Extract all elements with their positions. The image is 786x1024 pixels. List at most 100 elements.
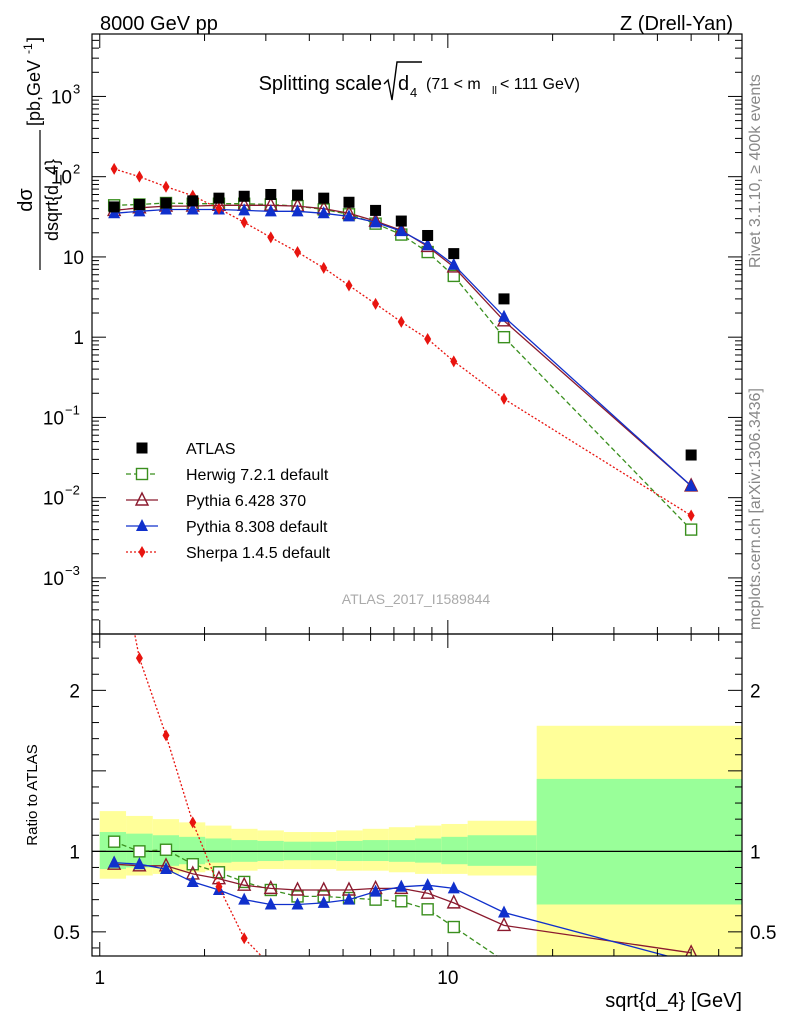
sqrt-sign-icon [383,61,422,101]
ratio-point [290,881,305,896]
data-point [687,509,695,522]
ratio-point [133,857,146,870]
data-point [267,231,275,244]
y-tick-label: 10 [43,408,64,429]
ratio-point [108,855,121,868]
chart-title: Splitting scale d 4 (71 < m ll < 111 GeV… [259,61,580,101]
x-tick-label: 10 [437,968,458,989]
ratio-point [447,881,460,894]
data-point [294,246,302,259]
data-point [447,257,460,270]
ratio-point [186,858,199,871]
ratio-point [160,862,173,875]
header-left: 8000 GeV pp [100,13,218,35]
series-line [114,168,692,517]
data-point [187,195,199,207]
title-range: (71 < m [426,76,481,93]
data-point [497,330,511,344]
data-point [160,197,172,209]
title-range-sub: ll [492,85,497,97]
data-point [292,189,304,201]
title-range-end: < 111 GeV) [500,76,580,93]
ratio-point [240,932,248,945]
ratio-point [446,894,461,909]
ratio-series [107,634,698,956]
y-tick-label: 10 [63,248,84,269]
series-herwig-7-2-1-default [107,196,698,536]
data-point [160,202,173,215]
legend-entry: ATLAS [136,441,236,458]
title-main: Splitting scale [259,73,382,95]
data-point [370,204,382,216]
ratio-point [317,895,330,908]
data-point [238,190,250,202]
legend-marker [134,491,150,506]
data-point [369,215,382,228]
band-inner [467,835,537,866]
data-point [498,293,510,305]
ratio-tick-label-left: 2 [69,681,80,702]
y-label-unit-end: ] [24,37,44,42]
y-tick-exponent: −1 [65,402,80,417]
data-point [685,478,698,491]
data-point [397,315,405,328]
ratio-point [189,816,197,829]
band-inner [536,778,742,905]
legend-label: Pythia 8.308 default [186,519,328,536]
data-point [186,202,199,215]
ratio-point [107,835,121,848]
series-atlas [108,188,697,461]
ratio-point [291,897,304,910]
legend-label: ATLAS [186,441,236,458]
ratio-series-pythia-8-308-default [108,855,670,956]
ratio-y-label: Ratio to ATLAS [24,744,41,845]
data-point [133,199,145,211]
data-point [215,202,223,215]
data-point [342,209,355,222]
series-sherpa-1-4-5-default [110,162,695,522]
ratio-tick-label-left: 0.5 [54,923,80,944]
rivet-label: Rivet 3.1.10, ≥ 400k events [747,74,764,268]
ratio-point [316,881,331,896]
ratio-point [162,729,170,742]
legend-label: Sherpa 1.4.5 default [186,545,331,562]
data-point [424,332,432,345]
ratio-point [447,920,460,934]
data-point [265,188,277,200]
data-point [372,297,380,310]
data-point [447,269,460,283]
ratio-point [421,903,434,916]
data-point [684,523,698,536]
ratio-point [264,883,277,897]
y-tick-label: 10 [43,489,64,510]
ratio-tick-label-right: 1 [750,842,761,863]
title-sub: 4 [410,85,417,100]
y-label-num: dσ [15,188,37,212]
ratio-point [237,875,251,889]
ratio-point [496,916,512,932]
data-point [135,170,143,183]
data-point [133,204,146,217]
title-sym: d [398,73,409,95]
band-inner [362,840,389,862]
header-right: Z (Drell-Yan) [620,13,733,35]
y-tick-exponent: 3 [73,81,80,96]
mcplots-label: mcplots.cern.ch [arXiv:1306.3436] [747,388,764,630]
ratio-point [420,884,435,899]
ratio-point [342,892,355,905]
legend-entry: Sherpa 1.4.5 default [126,545,331,562]
x-tick-label: 1 [94,968,105,989]
y-label-unit-sup: -1 [21,43,35,54]
data-point [320,261,328,274]
ratio-point [395,895,408,908]
ratio-tick-label-left: 1 [69,842,80,863]
y-tick-exponent: −3 [65,563,80,578]
ratio-point [421,878,434,891]
main-frame [91,33,743,635]
ratio-point [395,879,408,892]
y-tick-exponent: −2 [65,483,80,498]
data-point [318,192,330,204]
series-line [114,208,692,487]
